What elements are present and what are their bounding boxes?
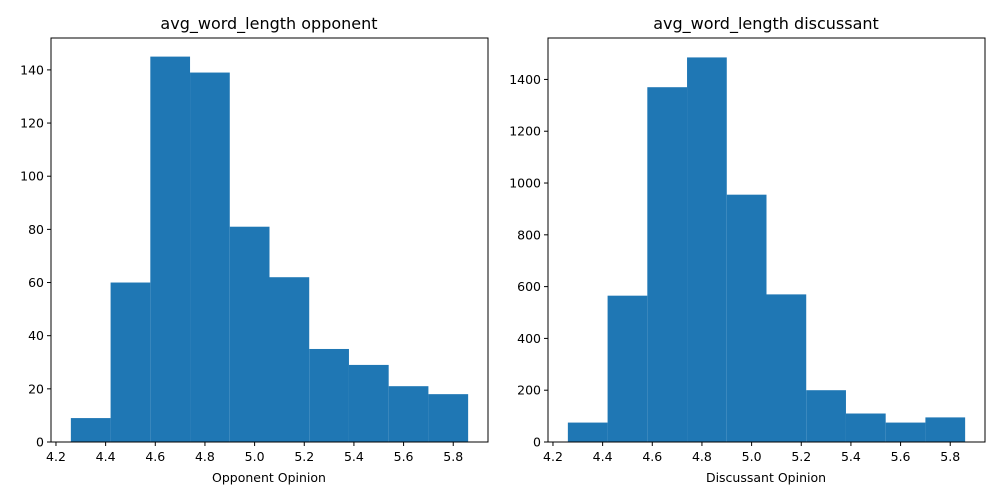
discussant-y-tick-label-1: 200 [517, 383, 541, 398]
opponent-x-axis-label: Opponent Opinion [212, 470, 326, 485]
discussant-x-tick-label-8: 5.8 [940, 449, 960, 464]
discussant-y-tick-label-7: 1400 [509, 72, 541, 87]
discussant-bar-4 [726, 194, 767, 442]
opponent-bar-2 [150, 56, 191, 443]
opponent-chart-title: avg_word_length opponent [160, 14, 377, 34]
opponent-x-tick-label-2: 4.6 [145, 449, 165, 464]
discussant-x-tick-label-7: 5.6 [891, 449, 911, 464]
opponent-x-tick-label-3: 4.8 [195, 449, 215, 464]
opponent-bar-5 [269, 277, 310, 442]
opponent-y-tick-label-4: 80 [28, 222, 44, 237]
opponent-x-tick-label-1: 4.4 [96, 449, 116, 464]
opponent-histogram-panel: avg_word_length opponent 4.2 4.4 4.6 4.8 5.0… [20, 14, 489, 485]
discussant-ticks: 4.2 4.4 4.6 4.8 5.0 5.2 5.4 5.6 5.8 0 200 400 600 800… [509, 72, 960, 464]
discussant-y-tick-label-4: 800 [517, 227, 541, 242]
discussant-histogram-panel: avg_word_length discussant 4.2 4.4 4.6 4.8 5… [509, 14, 986, 485]
discussant-bar-0 [567, 422, 608, 442]
opponent-bars [70, 56, 469, 443]
opponent-bar-0 [70, 418, 111, 442]
opponent-x-tick-label-5: 5.2 [294, 449, 314, 464]
opponent-ticks: 4.2 4.4 4.6 4.8 5.0 5.2 5.4 5.6 5.8 0 20 40 60 80 100 1… [20, 62, 463, 464]
discussant-bar-2 [647, 87, 688, 442]
discussant-bar-6 [806, 390, 846, 442]
opponent-x-tick-label-8: 5.8 [443, 449, 463, 464]
opponent-bar-7 [348, 364, 389, 442]
discussant-x-tick-label-1: 4.4 [593, 449, 613, 464]
opponent-bar-1 [110, 282, 151, 442]
discussant-bar-1 [607, 295, 648, 442]
discussant-chart-title: avg_word_length discussant [653, 14, 879, 34]
discussant-plot-frame [547, 37, 986, 443]
discussant-x-tick-label-3: 4.8 [692, 449, 712, 464]
discussant-y-tick-label-0: 0 [533, 435, 541, 450]
opponent-plot-frame [50, 37, 489, 443]
discussant-y-tick-label-5: 1000 [509, 176, 541, 191]
opponent-y-tick-label-3: 60 [28, 275, 44, 290]
discussant-bar-5 [766, 294, 807, 442]
opponent-bar-9 [428, 394, 469, 442]
opponent-x-tick-label-4: 5.0 [245, 449, 265, 464]
discussant-x-tick-label-2: 4.6 [642, 449, 662, 464]
discussant-x-tick-label-6: 5.4 [841, 449, 861, 464]
discussant-x-tick-label-0: 4.2 [543, 449, 563, 464]
opponent-bar-3 [190, 72, 230, 442]
opponent-x-tick-label-6: 5.4 [344, 449, 364, 464]
opponent-y-tick-label-6: 120 [20, 116, 44, 131]
opponent-y-tick-label-0: 0 [36, 435, 44, 450]
opponent-x-tick-label-0: 4.2 [46, 449, 66, 464]
opponent-bar-6 [309, 348, 349, 442]
discussant-bar-7 [845, 413, 886, 442]
discussant-bar-3 [687, 57, 727, 443]
discussant-bars [567, 57, 966, 443]
opponent-y-tick-label-5: 100 [20, 169, 44, 184]
discussant-y-tick-label-2: 400 [517, 331, 541, 346]
discussant-bar-9 [925, 417, 966, 442]
discussant-y-tick-label-3: 600 [517, 279, 541, 294]
opponent-y-tick-label-7: 140 [20, 62, 44, 77]
opponent-y-tick-label-2: 40 [28, 328, 44, 343]
opponent-bar-8 [388, 386, 429, 442]
opponent-y-tick-label-1: 20 [28, 381, 44, 396]
discussant-x-tick-label-4: 5.0 [742, 449, 762, 464]
discussant-bar-8 [885, 422, 926, 442]
opponent-bar-4 [229, 226, 270, 442]
discussant-x-axis-label: Discussant Opinion [706, 470, 826, 485]
discussant-x-tick-label-5: 5.2 [791, 449, 811, 464]
opponent-x-tick-label-7: 5.6 [394, 449, 414, 464]
discussant-y-tick-label-6: 1200 [509, 124, 541, 139]
